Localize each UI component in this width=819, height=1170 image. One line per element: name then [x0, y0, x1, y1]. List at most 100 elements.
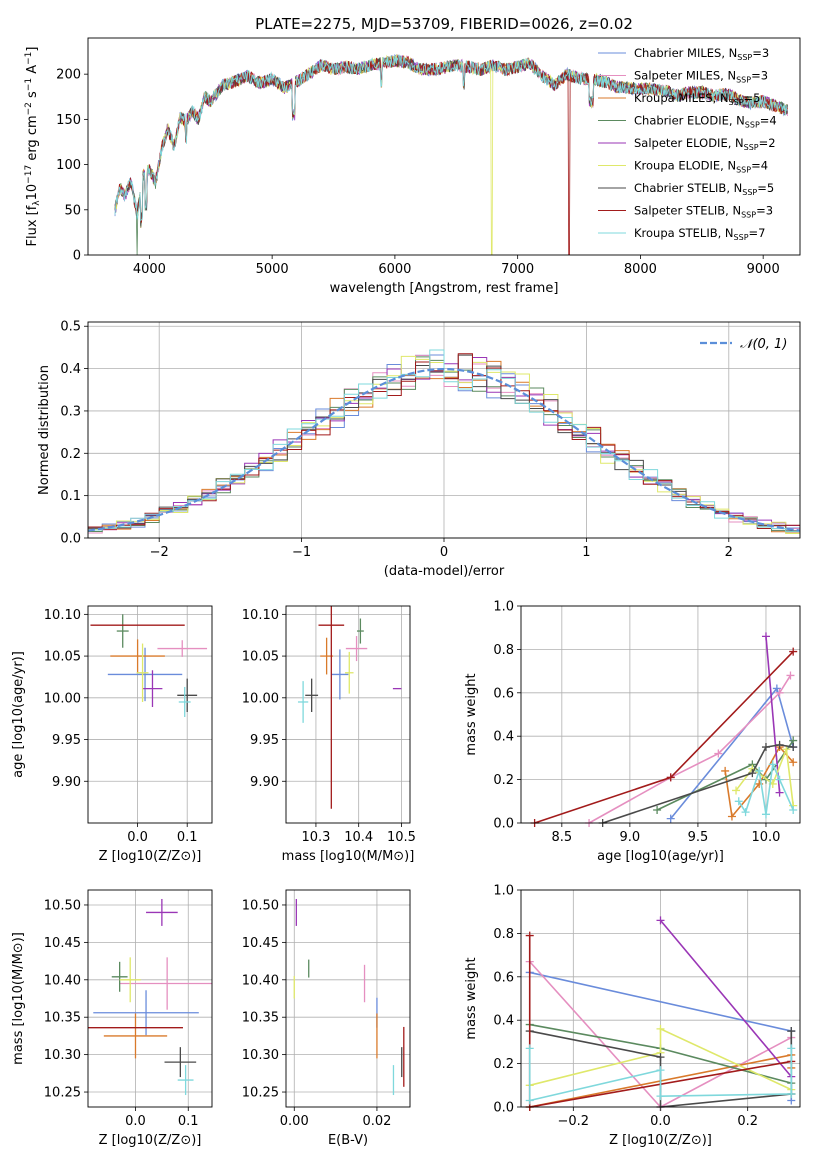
- y-tick-label: 9.90: [52, 775, 81, 790]
- y-tick-label: 0.2: [493, 773, 514, 788]
- data-point: [178, 686, 191, 718]
- z-mass-panel: 0.0 0.1 10.25 10.30 10.35 10.40 10.45 10.50 Z [l…: [11, 889, 213, 1148]
- x-tick-label: 10.3: [301, 830, 330, 845]
- weight-marker: [786, 671, 795, 680]
- data-point: [146, 898, 178, 926]
- data-point: [119, 957, 212, 1010]
- legend-label: Salpeter ELODIE, NSSP=2: [634, 136, 776, 152]
- x-axis-label: (data-model)/error: [384, 564, 505, 579]
- x-tick-label: 8.5: [551, 830, 572, 845]
- y-tick-label: 10.45: [44, 936, 81, 951]
- weight-marker: [775, 788, 784, 797]
- weight-marker: [525, 1096, 534, 1105]
- data-point: [93, 990, 199, 1036]
- y-tick-label: 50: [64, 203, 81, 218]
- y-tick-label: 0.2: [493, 1057, 514, 1072]
- x-axis-label: Z [log10(Z/Z⊙)]: [609, 1133, 712, 1148]
- x-tick-label: 4000: [133, 262, 166, 277]
- weight-marker: [666, 814, 675, 823]
- y-tick-label: 10.10: [242, 608, 279, 623]
- error-bars: [293, 898, 405, 1096]
- weight-marker: [732, 786, 741, 795]
- weight-marker: [768, 760, 777, 769]
- ebv-mass-panel: 0.00 0.02 10.25 10.30 10.35 10.40 10.45 10.50 E(…: [242, 889, 411, 1148]
- y-tick-label: 10.25: [242, 1086, 279, 1101]
- y-tick-label: 10.00: [44, 691, 81, 706]
- data-point: [103, 1013, 168, 1059]
- x-axis-label: Z [log10(Z/Z⊙)]: [99, 849, 202, 864]
- weight-marker: [727, 812, 736, 821]
- weight-marker: [525, 1044, 534, 1053]
- x-tick-label: 0.0: [127, 830, 148, 845]
- y-axis-label: Normed distribution: [37, 365, 52, 495]
- data-point: [345, 636, 368, 662]
- histograms: [88, 349, 800, 537]
- weight-marker: [787, 1089, 796, 1098]
- data-point: [356, 618, 364, 644]
- axes-frame: [87, 37, 801, 256]
- legend-label: Salpeter STELIB, NSSP=3: [634, 204, 773, 220]
- weight-marker: [755, 766, 764, 775]
- weight-series-line: [670, 686, 794, 820]
- y-tick-label: 10.30: [242, 1048, 279, 1063]
- y-tick-label: 0.8: [493, 643, 514, 658]
- weight-marker: [787, 1027, 796, 1036]
- weight-marker: [775, 775, 784, 784]
- weight-marker: [741, 808, 750, 817]
- data-point: [331, 649, 349, 700]
- weight-marker: [714, 749, 723, 758]
- x-axis-label: wavelength [Angstrom, rest frame]: [330, 281, 559, 296]
- weight-series-line: [529, 1027, 792, 1091]
- x-tick-label: 0.1: [177, 830, 198, 845]
- y-tick-label: 0.6: [493, 686, 514, 701]
- y-tick-label: 9.95: [52, 733, 81, 748]
- y-tick-label: 0.0: [493, 817, 514, 832]
- y-tick-label: 10.40: [242, 973, 279, 988]
- legend-label: Salpeter MILES, NSSP=3: [634, 69, 768, 85]
- data-point: [345, 651, 354, 694]
- x-tick-label: 0.0: [650, 1114, 671, 1129]
- weight-series-line: [528, 1048, 793, 1102]
- y-tick-label: 10.35: [44, 1011, 81, 1026]
- y-tick-label: 10.10: [44, 608, 81, 623]
- y-axis-label: Flux [fλ10−17 erg cm−2 s−1 A−1]: [24, 47, 42, 247]
- axes-frame: [520, 605, 801, 824]
- x-tick-label: 0.1: [178, 1114, 199, 1129]
- weight-z-panel: −0.2 0.0 0.2 0.0 0.2 0.4 0.6 0.8 1.0 Z [log10(Z/Z…: [464, 884, 801, 1148]
- x-tick-label: 0.00: [280, 1114, 309, 1129]
- data-point: [318, 606, 345, 809]
- mass-age-panel: 10.3 10.4 10.5 9.90 9.95 10.00 10.05 10.10 mass …: [242, 605, 416, 864]
- y-axis-label: mass weight: [464, 673, 479, 755]
- data-point: [177, 678, 198, 712]
- y-tick-label: 10.00: [242, 691, 279, 706]
- y-tick-label: 9.90: [250, 775, 279, 790]
- weight-marker: [748, 769, 757, 778]
- x-tick-label: 6000: [378, 262, 411, 277]
- weight-marker: [775, 740, 784, 749]
- weight-series-line: [588, 675, 792, 824]
- axes-frame: [87, 605, 213, 824]
- data-point: [164, 1047, 197, 1078]
- spectrum-series-line: [114, 54, 788, 255]
- weight-marker: [656, 1092, 665, 1101]
- spectrum-legend: Chabrier MILES, NSSP=3 Salpeter MILES, NS…: [598, 46, 777, 242]
- gaussian-curve: [88, 367, 800, 532]
- spectrum-title: PLATE=2275, MJD=53709, FIBERID=0026, z=0…: [255, 15, 633, 33]
- x-axis-label: E(B-V): [328, 1133, 368, 1148]
- x-tick-label: 2: [725, 545, 733, 560]
- axes-frame: [285, 605, 411, 824]
- weight-age-panel: 8.5 9.0 9.5 10.0 0.0 0.2 0.4 0.6 0.8 1.0 age [log1…: [464, 600, 801, 864]
- y-tick-label: 0.5: [60, 320, 81, 335]
- y-tick-label: 10.50: [44, 898, 81, 913]
- x-axis-label: age [log10(age/yr)]: [597, 849, 724, 864]
- error-bars: [297, 606, 402, 809]
- legend-label: 𝒩(0, 1): [740, 337, 787, 352]
- y-tick-label: 200: [56, 68, 81, 83]
- y-tick-label: 0.2: [60, 447, 81, 462]
- y-tick-label: 10.35: [242, 1011, 279, 1026]
- legend-label: Kroupa ELODIE, NSSP=4: [634, 159, 768, 175]
- x-tick-label: 5000: [256, 262, 289, 277]
- weight-marker: [789, 647, 798, 656]
- weight-marker: [789, 758, 798, 767]
